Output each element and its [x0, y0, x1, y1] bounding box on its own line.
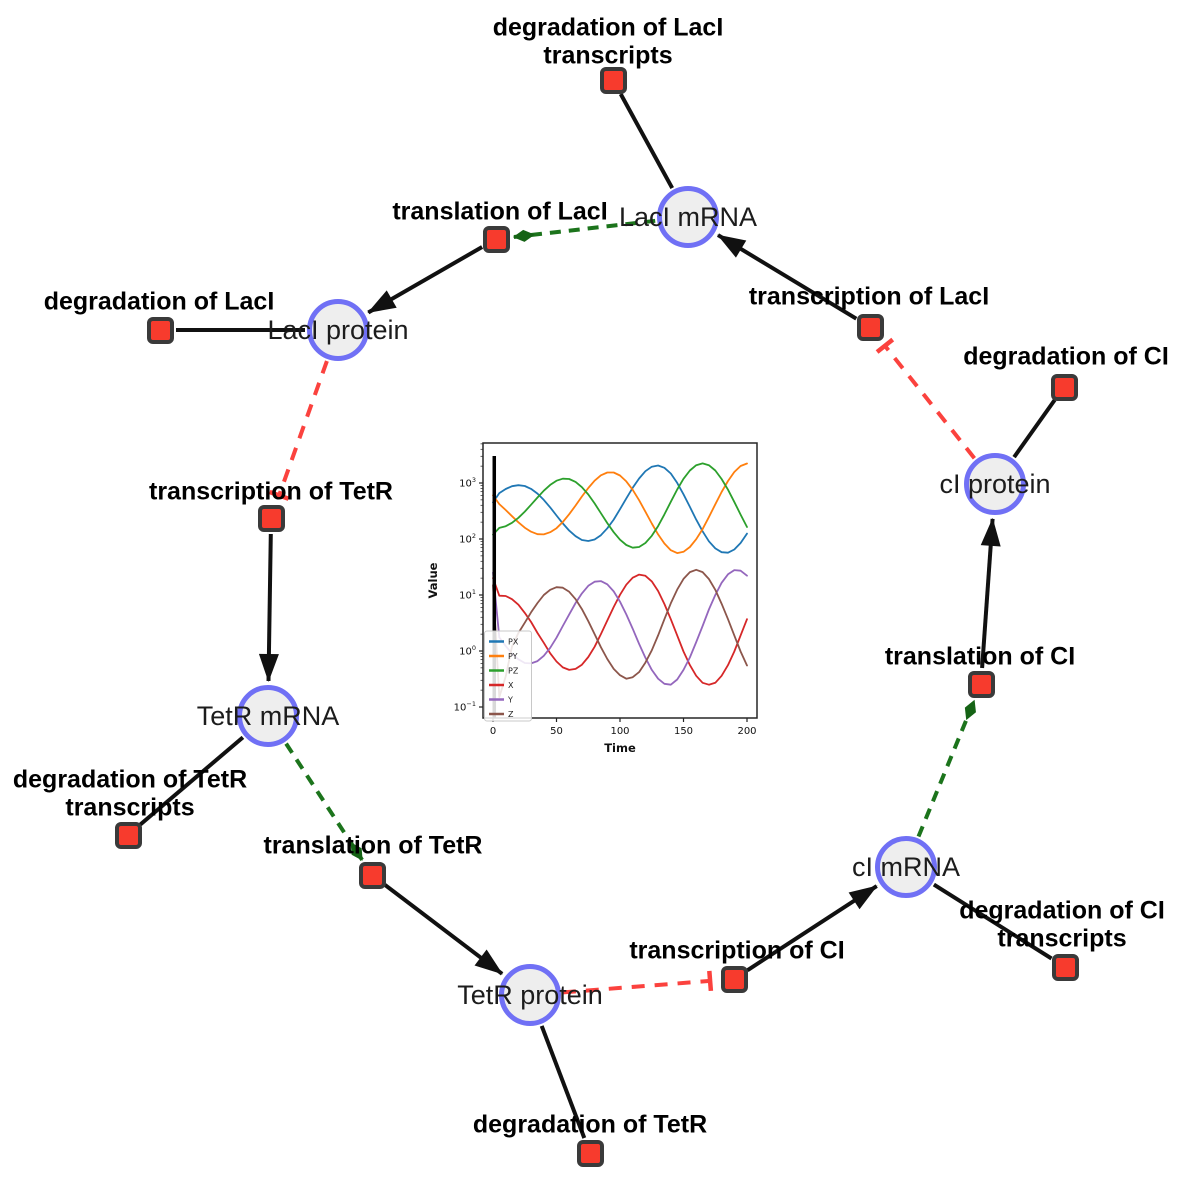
reaction-node-deg-ci-transcripts[interactable]	[1051, 953, 1079, 981]
species-node-laci-protein[interactable]	[307, 299, 369, 361]
species-label-tetr-mrna: TetR mRNA	[196, 700, 340, 731]
series-Y-curve	[492, 569, 748, 686]
series-PY-curve	[492, 462, 748, 554]
edge-laci-protein-transcription-tetr	[268, 360, 329, 501]
species-label-ci-mrna: cI mRNA	[852, 851, 960, 882]
species-label-laci-mrna: LacI mRNA	[618, 201, 758, 232]
species-node-ci-mrna[interactable]	[875, 836, 937, 898]
edge-ci-protein-deg-ci	[1012, 398, 1057, 459]
reaction-label-transcription-tetr: transcription of TetR	[149, 477, 393, 506]
edge-transcription-tetr-tetr-mrna	[258, 533, 279, 682]
x-tick-label-200: 200	[737, 726, 756, 737]
series-X-curve	[492, 573, 748, 686]
series-PZ-curve	[492, 462, 748, 549]
reaction-node-transcription-laci[interactable]	[856, 313, 884, 341]
series-PX-curve	[492, 464, 748, 554]
species-node-ci-protein[interactable]	[964, 453, 1026, 515]
species-label-laci-protein: LacI protein	[267, 314, 409, 345]
reaction-label-translation-ci: translation of CI	[884, 642, 1076, 671]
species-node-tetr-mrna[interactable]	[237, 685, 299, 747]
reaction-node-deg-tetr-transcripts[interactable]	[114, 821, 142, 849]
reaction-label-deg-ci: degradation of CI	[963, 342, 1169, 371]
plot-legend: PX PY PZ XYZ	[484, 630, 532, 722]
legend-label-X: X	[508, 681, 514, 690]
reaction-label-translation-laci: translation of LacI	[392, 197, 608, 226]
reaction-label-deg-ci-transcripts: degradation of CI transcripts	[959, 896, 1165, 952]
legend-label-PX: PX	[508, 638, 519, 647]
edge-translation-laci-laci-protein	[367, 245, 484, 315]
legend-label-Z: Z	[508, 710, 514, 719]
reaction-node-transcription-tetr[interactable]	[257, 504, 285, 532]
reaction-node-translation-laci[interactable]	[482, 225, 510, 253]
reaction-label-deg-laci-transcripts: degradation of LacI transcripts	[492, 13, 724, 69]
reaction-label-transcription-laci: transcription of LacI	[748, 282, 990, 311]
series-Z-curve	[492, 568, 748, 699]
edge-ci-protein-transcription-laci	[875, 337, 976, 460]
x-tick-label-0: 0	[490, 726, 496, 737]
species-node-laci-mrna[interactable]	[657, 186, 719, 248]
y-tick-label-1e0: 100	[459, 644, 476, 658]
plot-frame	[482, 442, 758, 719]
reaction-node-transcription-ci[interactable]	[720, 965, 748, 993]
y-tick-label-1e-1: 10−1	[454, 700, 476, 714]
reaction-node-translation-ci[interactable]	[967, 670, 995, 698]
legend-label-Y: Y	[507, 696, 513, 705]
reaction-node-translation-tetr[interactable]	[358, 861, 386, 889]
reaction-node-deg-ci[interactable]	[1050, 373, 1078, 401]
reaction-label-transcription-ci: transcription of CI	[629, 936, 845, 965]
plot-x-axis-label: Time	[604, 741, 636, 755]
plot-y-axis-label: Value	[428, 562, 440, 598]
y-tick-label-1e1: 101	[459, 588, 476, 602]
reaction-label-deg-laci: degradation of LacI	[43, 287, 275, 316]
reaction-node-deg-laci-transcripts[interactable]	[599, 66, 627, 94]
time-course-inset: 103 102 101 100 10−1 0 50 100 150 200 Time Value PX P…	[426, 430, 778, 764]
edge-laci-mrna-deg-laci-transcripts	[618, 93, 674, 190]
species-label-ci-protein: cI protein	[939, 468, 1051, 499]
y-tick-label-1e2: 102	[459, 532, 476, 546]
x-tick-label-50: 50	[550, 726, 563, 737]
reaction-node-deg-tetr[interactable]	[576, 1139, 604, 1167]
y-tick-label-1e3: 103	[459, 476, 476, 490]
x-tick-label-150: 150	[674, 726, 693, 737]
edge-ci-mrna-translation-ci	[916, 699, 977, 838]
species-label-tetr-protein: TetR protein	[457, 979, 603, 1010]
species-node-tetr-protein[interactable]	[499, 964, 561, 1026]
reaction-label-translation-tetr: translation of TetR	[263, 831, 483, 860]
legend-label-PY: PY	[508, 652, 518, 661]
edge-translation-tetr-tetr-protein	[383, 883, 504, 976]
reaction-node-deg-laci[interactable]	[146, 316, 174, 344]
reaction-label-deg-tetr: degradation of TetR	[472, 1110, 708, 1139]
reaction-label-deg-tetr-transcripts: degradation of TetR transcripts	[12, 765, 248, 821]
x-tick-label-100: 100	[610, 726, 629, 737]
legend-label-PZ: PZ	[508, 667, 519, 676]
